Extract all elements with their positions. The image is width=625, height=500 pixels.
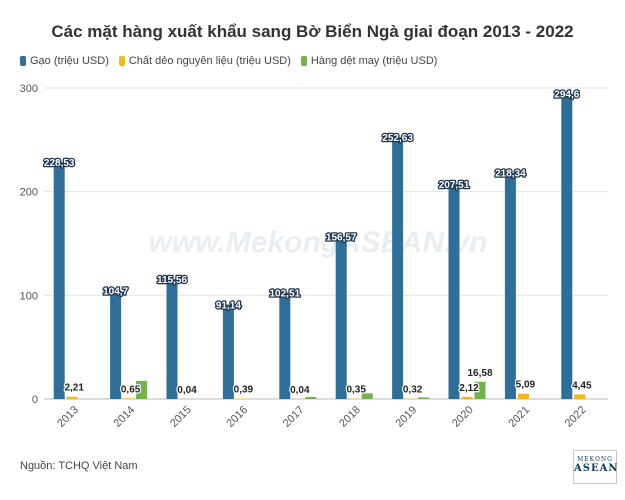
data-label-chat-deo: 0,04	[290, 385, 310, 396]
legend-label-hang-det-may: Hàng dệt may (triệu USD)	[310, 55, 438, 67]
data-label-gao: 207,51	[439, 180, 470, 191]
bar-gao	[166, 279, 178, 399]
data-label-gao: 294,6	[554, 90, 579, 101]
y-tick-label: 200	[20, 187, 38, 199]
bar-gao	[561, 93, 573, 400]
bar-hang-det-may	[305, 396, 317, 399]
x-tick-label: 2019	[394, 404, 420, 430]
data-label-gao: 102,51	[270, 289, 301, 300]
data-label-chat-deo: 2,21	[64, 383, 84, 394]
bar-gao	[279, 292, 291, 399]
data-label-gao: 115,56	[157, 275, 187, 286]
legend-label-gao: Gạo (triệu USD)	[30, 55, 109, 67]
legend-item-chat-deo[interactable]: Chất dẻo nguyên liệu (triệu USD)	[118, 55, 291, 67]
x-tick-label: 2021	[506, 404, 532, 430]
bar-gao	[392, 137, 404, 399]
watermark: www.MekongASEAN.vn	[149, 226, 488, 259]
x-tick-label: 2020	[450, 404, 476, 430]
bar-chat-deo	[123, 398, 135, 399]
bar-hang-det-may	[474, 381, 486, 399]
data-label-gao: 104,7	[103, 286, 128, 297]
x-tick-label: 2015	[168, 404, 194, 430]
data-label-chat-deo: 0,39	[234, 385, 254, 396]
data-label-gao: 156,57	[326, 233, 357, 244]
x-tick-label: 2018	[337, 404, 363, 430]
bar-hang-det-may	[418, 397, 430, 399]
data-label-chat-deo: 0,35	[346, 385, 366, 396]
bar-gao	[53, 162, 65, 399]
bar-gao	[504, 172, 516, 399]
y-tick-label: 300	[20, 83, 38, 95]
x-tick-label: 2022	[563, 404, 589, 430]
bar-gao	[110, 290, 122, 399]
bar-chat-deo	[66, 396, 78, 399]
data-label-chat-deo: 2,12	[459, 383, 479, 394]
logo-line-1: MEKONG	[577, 456, 613, 463]
bar-hang-det-may	[136, 380, 148, 399]
bar-gao	[222, 304, 234, 399]
bar-gao	[448, 183, 460, 399]
data-label-chat-deo: 5,09	[516, 380, 536, 391]
source-note: Nguồn: TCHQ Việt Nam	[20, 460, 138, 472]
legend-swatch-hang-det-may	[300, 56, 307, 66]
chart-title: Các mặt hàng xuất khẩu sang Bờ Biển Ngà …	[51, 22, 574, 41]
legend-swatch-gao	[20, 56, 26, 66]
data-label-gao: 228,53	[44, 158, 75, 169]
y-tick-label: 0	[32, 394, 38, 406]
data-label-gao: 218,34	[495, 169, 526, 180]
data-label-hang-det-may: 16,58	[467, 368, 492, 379]
x-tick-label: 2013	[55, 404, 81, 430]
legend-item-hang-det-may[interactable]: Hàng dệt may (triệu USD)	[300, 55, 438, 67]
bar-chart: www.MekongASEAN.vn 0 100 200 300 2013 228,53 2,…	[20, 83, 608, 430]
chart-legend: Gạo (triệu USD) Chất dẻo nguyên liệu (tr…	[20, 55, 447, 67]
legend-item-gao[interactable]: Gạo (triệu USD)	[20, 55, 109, 67]
data-label-gao: 252,63	[382, 133, 413, 144]
data-label-chat-deo: 0,65	[121, 384, 141, 395]
data-label-chat-deo: 0,32	[403, 385, 423, 396]
y-tick-label: 100	[20, 290, 38, 302]
x-tick-label: 2016	[224, 404, 250, 430]
bar-chat-deo	[517, 393, 529, 399]
legend-swatch-chat-deo	[118, 56, 125, 66]
bar-chat-deo	[461, 396, 473, 399]
data-label-chat-deo: 4,45	[572, 380, 592, 391]
x-tick-label: 2017	[281, 404, 307, 430]
legend-label-chat-deo: Chất dẻo nguyên liệu (triệu USD)	[128, 55, 291, 67]
x-tick-label: 2014	[112, 404, 138, 430]
bar-chat-deo	[574, 394, 586, 399]
bar-gao	[335, 236, 347, 399]
logo-line-2: ASEAN	[574, 463, 619, 474]
bar-hang-det-may	[361, 393, 373, 399]
data-label-gao: 91,14	[216, 301, 241, 312]
mekongasean-logo: MEKONG ASEAN	[573, 450, 619, 484]
data-label-chat-deo: 0,04	[177, 385, 197, 396]
